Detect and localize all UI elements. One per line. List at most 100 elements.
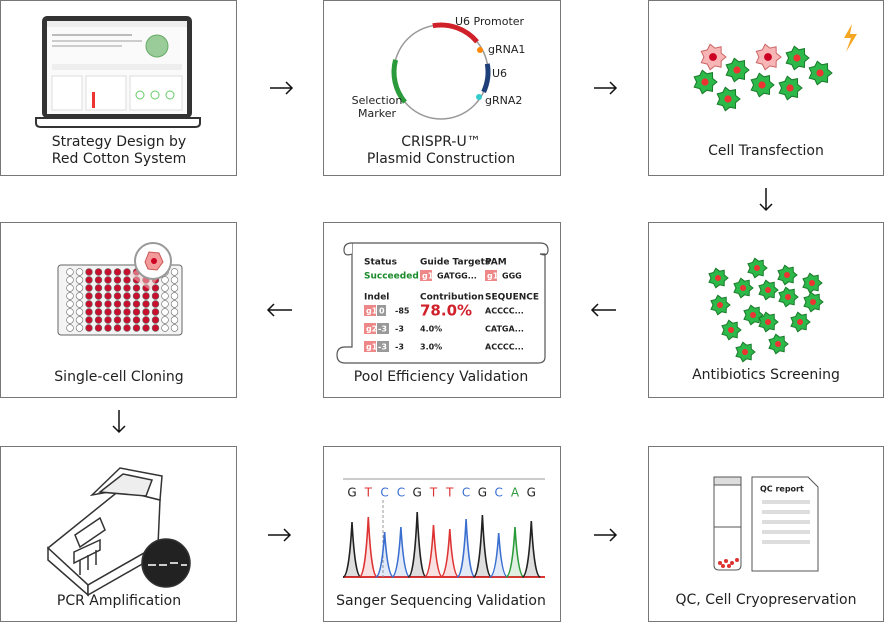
report-scroll-part (343, 242, 353, 256)
indel: -3 (378, 325, 387, 334)
well-plate-part-part (85, 284, 93, 292)
peak (521, 520, 541, 578)
plasmid-illustration-part (481, 63, 491, 93)
well-plate-part-part (66, 276, 74, 284)
cells-illustration-part (810, 299, 816, 305)
well-plate-part-part (94, 284, 103, 292)
well-plate-part-part (161, 276, 169, 284)
cells-illustration-part (784, 272, 790, 278)
target: GATGG... (437, 272, 477, 281)
well-plate-part-part (75, 300, 84, 308)
base-label: C (495, 486, 503, 500)
well-plate-part-part (66, 300, 74, 308)
qc-illustration-part-part (762, 530, 810, 534)
well-plate-part-part (123, 292, 131, 300)
well-plate-part-part (104, 284, 112, 292)
peak (358, 516, 378, 578)
tag: g1 (487, 272, 499, 281)
well-plate-part-part (113, 268, 122, 276)
tags-part (364, 305, 376, 316)
well-plate-part-part (142, 292, 150, 300)
well-plate-part-part (161, 324, 169, 332)
peak (489, 532, 509, 578)
arrows-part (112, 410, 126, 434)
well-plate-part-part (104, 324, 112, 332)
well-plate-part-part (170, 268, 179, 276)
plasmid-label: Marker (358, 107, 396, 120)
step-label: Strategy Design by (52, 134, 186, 150)
tag: g1 (366, 343, 378, 352)
lightning-icon (844, 24, 857, 52)
well-plate-part-part (142, 308, 150, 316)
well-plate-part-part (94, 268, 103, 276)
qc-illustration-part (713, 476, 742, 486)
well-plate-part-part (104, 268, 112, 276)
well-plate-part-part (161, 284, 169, 292)
well-plate-part-part (94, 276, 103, 284)
peak (473, 514, 492, 578)
laptop-illustration-part (35, 117, 201, 128)
pcr-machine (46, 467, 191, 597)
qc-illustration-part-part (762, 540, 810, 544)
peak (440, 528, 460, 578)
plasmid-illustration (391, 22, 491, 120)
well-plate-part-part (151, 292, 160, 300)
well-plate-part-part (170, 324, 179, 332)
well-plate-part-part (170, 300, 179, 308)
well-plate-part-part (161, 308, 169, 316)
cells-illustration-part (816, 69, 824, 77)
well-plate-part-part (161, 316, 169, 324)
step-label: CRISPR-U™ (401, 134, 480, 150)
cells-illustration-part (809, 280, 815, 286)
cells-illustration-part (742, 349, 748, 355)
well-plate-part-part (85, 268, 93, 276)
qc-illustration-part-part (735, 558, 739, 562)
well-plate-part-part (104, 300, 112, 308)
well-plate-part-part (123, 324, 131, 332)
step-label: QC, Cell Cryopreservation (676, 592, 857, 608)
well-plate-part-part (170, 292, 179, 300)
tags-part (420, 270, 432, 281)
well-plate-part-part (85, 276, 93, 284)
size: -3 (395, 325, 404, 334)
plasmid-label: Selection (352, 94, 403, 107)
step-label: PCR Amplification (57, 593, 181, 609)
pool-header: Indel (364, 293, 389, 303)
pool-header: PAM (485, 258, 507, 268)
base-label: C (397, 486, 405, 500)
well-plate-part-part (151, 316, 160, 324)
well-plate-part-part (75, 308, 84, 316)
plasmid-illustration-part (476, 94, 482, 100)
pool-header: Contribution (420, 293, 484, 303)
cells-illustration-part (786, 84, 794, 92)
sequence: ACCCC... (485, 343, 524, 352)
plasmid-label: gRNA2 (485, 94, 522, 107)
laptop-illustration-part (47, 21, 187, 27)
indel: 0 (379, 307, 385, 316)
well-plate-part-part (113, 324, 122, 332)
well-plate-part-part (85, 308, 93, 316)
cells-illustration-part (785, 294, 791, 300)
well-plate-part-part (132, 324, 141, 332)
arrows (112, 81, 773, 542)
base-label: G (413, 486, 422, 500)
well-plate-part-part (75, 316, 84, 324)
tags-part (377, 305, 386, 316)
peak (391, 526, 411, 578)
arrows-part (594, 81, 618, 95)
well-plate-part-part (75, 284, 84, 292)
well-plate-part-part (151, 300, 160, 308)
well-plate-part-part (66, 324, 74, 332)
cells-illustration-part (765, 287, 771, 293)
peak (505, 526, 525, 578)
cells-illustration-part (754, 265, 760, 271)
tags-part (364, 341, 376, 352)
cells-illustration-part (715, 275, 721, 281)
pcr-machine-part (98, 473, 154, 497)
well-plate-part-part (113, 284, 122, 292)
well-plate-part-part (113, 308, 122, 316)
well-plate-part-part (170, 316, 179, 324)
pcr-machine-part (79, 550, 97, 575)
